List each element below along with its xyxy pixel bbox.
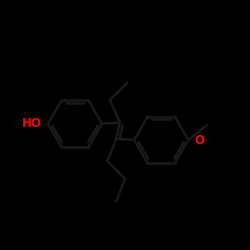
Text: O: O bbox=[194, 134, 204, 146]
Text: HO: HO bbox=[22, 117, 42, 130]
